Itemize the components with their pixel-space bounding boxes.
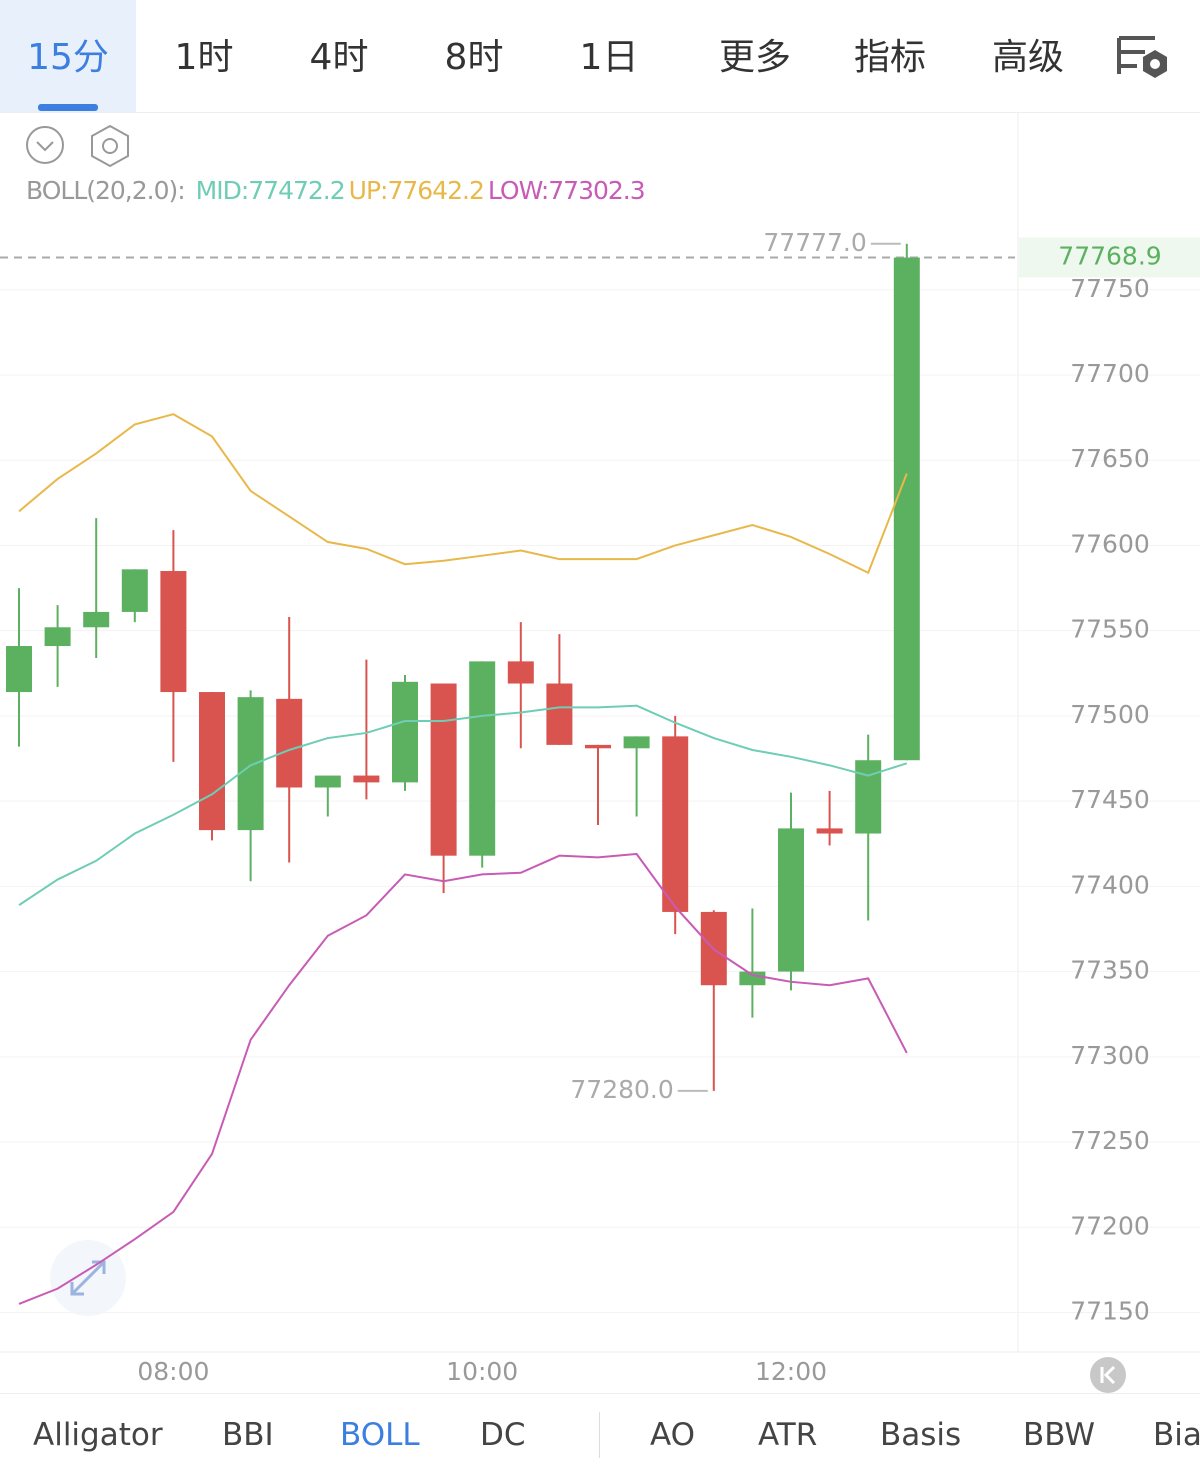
y-tick-label: 77500 xyxy=(1070,700,1150,729)
y-tick-label: 77700 xyxy=(1070,359,1150,388)
annotation-label: 77280.0 xyxy=(570,1075,673,1104)
chevron xyxy=(36,141,54,152)
y-tick-label: 77200 xyxy=(1070,1211,1150,1240)
y-tick-label: 77600 xyxy=(1070,529,1150,558)
y-tick-label: 77650 xyxy=(1070,444,1150,473)
y-tick-label: 77250 xyxy=(1070,1126,1150,1155)
x-tick-label: 12:00 xyxy=(755,1357,827,1386)
indicator-tab[interactable]: BBI xyxy=(222,1417,274,1453)
candle-body xyxy=(855,760,882,834)
icon-gear-hole xyxy=(1150,59,1160,69)
candle-body xyxy=(739,971,766,986)
settings-dot xyxy=(102,138,118,154)
indicator-tab[interactable]: Basis xyxy=(880,1417,962,1453)
candle-body xyxy=(585,744,611,749)
y-tick-label: 77550 xyxy=(1070,615,1150,644)
indicator-tab[interactable]: Alligator xyxy=(33,1417,163,1453)
candle-body xyxy=(44,627,71,647)
candle-body xyxy=(469,661,496,856)
candle-body xyxy=(392,681,418,783)
settings-icon[interactable] xyxy=(91,124,129,168)
candle-body xyxy=(276,698,303,788)
candle-body xyxy=(237,697,264,831)
interval-tab[interactable]: 8时 xyxy=(444,37,504,78)
icon-lines xyxy=(1117,36,1155,74)
interval-tab[interactable]: 1时 xyxy=(174,37,234,78)
candle-body xyxy=(6,646,32,693)
candle-body xyxy=(623,736,650,749)
indicator-tab[interactable]: ATR xyxy=(758,1417,818,1453)
annotation-label: 77777.0 xyxy=(763,228,866,257)
y-tick-label: 77300 xyxy=(1070,1041,1150,1070)
indicator-tab[interactable]: DC xyxy=(480,1417,526,1453)
collapse-icon[interactable] xyxy=(26,126,64,164)
candle-body xyxy=(662,736,689,912)
candle-body xyxy=(507,661,534,684)
last-price-label: 77768.9 xyxy=(1058,242,1161,271)
candle-body xyxy=(121,569,148,612)
candle-body xyxy=(314,775,341,788)
interval-tab[interactable]: 指标 xyxy=(853,37,926,78)
candle-body xyxy=(199,692,225,831)
layout-settings-icon[interactable] xyxy=(1115,30,1175,90)
legend-value: 77472.2 xyxy=(248,176,345,205)
candle-body xyxy=(816,828,843,834)
indicator-tab[interactable]: AO xyxy=(650,1417,696,1453)
interval-tab[interactable]: 高级 xyxy=(991,37,1064,78)
legend-name: UP: xyxy=(348,176,389,205)
y-tick-label: 77400 xyxy=(1070,870,1150,899)
active-indicator xyxy=(38,104,98,111)
legend-name: MID: xyxy=(195,176,250,205)
interval-tab[interactable]: 4时 xyxy=(309,37,369,78)
last-price-box xyxy=(1019,237,1200,278)
y-tick-label: 77450 xyxy=(1070,785,1150,814)
indicator-tab[interactable]: Bias xyxy=(1153,1417,1200,1453)
interval-tab[interactable]: 1日 xyxy=(579,37,639,78)
indicator-tab[interactable]: BBW xyxy=(1023,1417,1096,1453)
x-tick-label: 10:00 xyxy=(446,1357,518,1386)
indicator-bar: Alligator BBI BOLL DC AO ATR Basis BBW Bias xyxy=(0,1393,1200,1476)
candle-body xyxy=(160,571,187,693)
legend-value: 77642.2 xyxy=(387,176,484,205)
boll-line xyxy=(18,852,908,1305)
divider xyxy=(599,1412,600,1458)
legend-value: 77302.3 xyxy=(548,176,645,205)
indicator-legend: BOLL(20,2.0): MID:77472.2 UP:77642.2 LOW:7… xyxy=(26,176,649,205)
candle-body xyxy=(778,828,804,972)
candle-body xyxy=(83,611,110,628)
interval-tab[interactable]: 15分 xyxy=(0,0,136,112)
candle-body xyxy=(893,257,920,761)
y-tick-label: 77350 xyxy=(1070,956,1150,985)
legend-title: BOLL(20,2.0): xyxy=(26,176,186,205)
scroll-end-icon xyxy=(1100,1365,1116,1385)
interval-tab[interactable]: 更多 xyxy=(718,37,791,78)
boll-line xyxy=(18,704,908,906)
expand-icon xyxy=(70,1260,106,1296)
x-tick-label: 08:00 xyxy=(137,1357,209,1386)
candle-body xyxy=(430,683,457,856)
y-tick-label: 77150 xyxy=(1070,1297,1150,1326)
boll-line xyxy=(18,413,908,575)
legend-name: LOW: xyxy=(487,176,549,205)
indicator-tab[interactable]: BOLL xyxy=(340,1417,420,1453)
candle-body xyxy=(546,683,573,745)
candle-body xyxy=(353,775,380,783)
interval-tabs: 15分 1时 4时 8时 1日 更多 指标 高级 xyxy=(0,0,1200,113)
y-tick-label: 77750 xyxy=(1070,274,1150,303)
